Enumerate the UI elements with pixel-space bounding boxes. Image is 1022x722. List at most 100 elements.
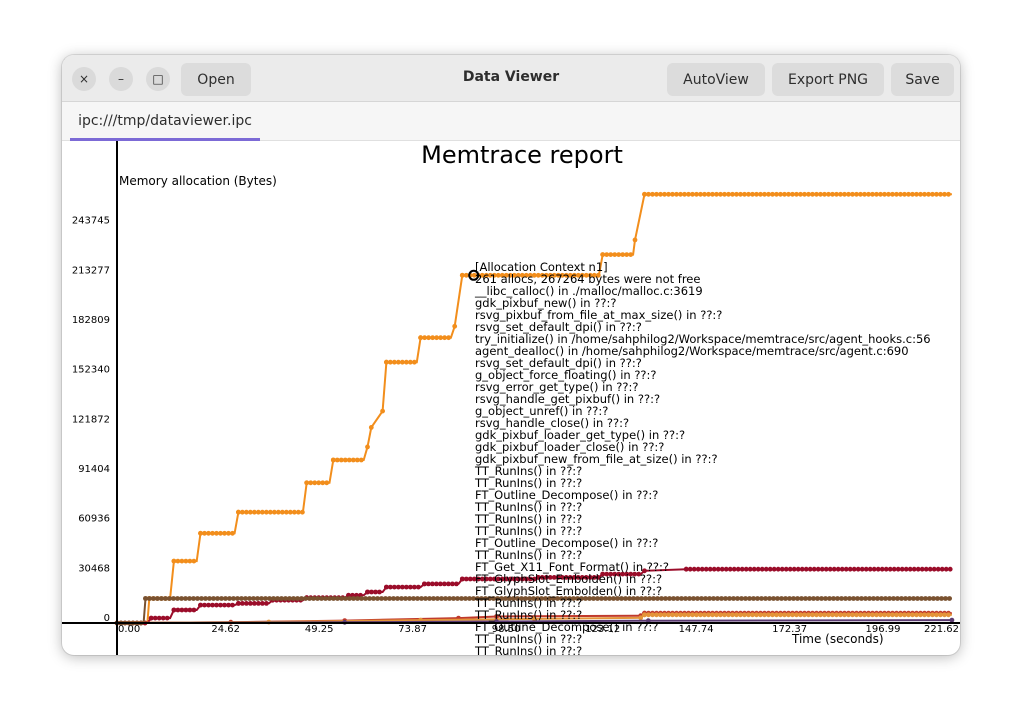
series-2-point [507, 576, 513, 582]
series-2-point [260, 601, 265, 606]
memtrace-chart[interactable]: 0 30468 60936 91404 121872 152340 182809 213277… [62, 141, 960, 655]
save-button[interactable]: Save [891, 63, 954, 96]
series-2-point [515, 576, 521, 582]
tooltip-line: FT_Get_X11_Font_Format() in ??:? [475, 560, 669, 574]
tab-ipc-source[interactable]: ipc:///tmp/dataviewer.ipc [70, 102, 260, 141]
series-1-point [175, 558, 181, 564]
tooltip-line: agent_dealloc() in /home/sahphilog2/Work… [475, 344, 909, 358]
series-3-point [443, 596, 448, 601]
series-1-point [368, 425, 374, 430]
series-1-point [276, 509, 281, 515]
series-1-point [430, 335, 435, 341]
series-5-point [774, 612, 779, 618]
series-3-point [703, 596, 708, 601]
series-2-point [467, 576, 473, 582]
series-5-point [858, 612, 863, 618]
series-1-point [252, 509, 257, 515]
series-1-point [256, 509, 261, 515]
series-5-point [846, 612, 851, 618]
series-3-point [403, 596, 408, 601]
series-1-point [866, 191, 871, 197]
series-3-point [211, 596, 216, 601]
export-png-button[interactable]: Export PNG [772, 63, 884, 96]
series-2-point [620, 571, 626, 577]
series-1-point [886, 191, 891, 197]
series-1-point [300, 509, 305, 515]
series-2-point [931, 566, 937, 572]
series-1-point [171, 558, 177, 564]
series-1-point [226, 530, 231, 536]
series-2-point [624, 571, 630, 577]
series-1-point [292, 509, 297, 515]
series-5-point [902, 612, 907, 618]
series-2-point [795, 566, 801, 572]
header-bar: × – □ Open Data Viewer AutoView Export P… [62, 55, 960, 102]
series-3-point [831, 596, 836, 601]
series-2-point [384, 584, 389, 590]
series-1-point [934, 191, 939, 197]
minimize-window-button[interactable]: – [109, 67, 133, 91]
series-3-point [843, 596, 848, 601]
series-3-point [543, 596, 548, 601]
series-3-point [763, 596, 768, 601]
series-3-point [711, 596, 716, 601]
close-window-button[interactable]: × [72, 67, 96, 91]
series-3-point [231, 596, 236, 601]
series-3-point [479, 596, 484, 601]
series-3-point [343, 596, 348, 601]
series-3-point [299, 596, 304, 601]
series-1-point [702, 191, 707, 197]
series-1-point [942, 191, 947, 197]
series-3-point [239, 596, 244, 601]
series-2-point [827, 566, 833, 572]
series-3-point [263, 596, 268, 601]
series-1-point [658, 191, 663, 197]
series-3-point [699, 596, 704, 601]
series-2-point [911, 566, 917, 572]
series-2-point [763, 566, 769, 572]
series-2-point [491, 576, 497, 582]
series-3-point [331, 596, 336, 601]
series-1-point [308, 480, 314, 486]
series-2-point [416, 584, 421, 590]
series-2-point [539, 575, 545, 580]
series-2-point [164, 615, 170, 621]
series-1-point [446, 335, 451, 341]
series-1-point [826, 191, 831, 197]
series-2-point [214, 602, 219, 608]
tooltip-line: TT_RunIns() in ??:? [474, 608, 582, 622]
series-6-point [645, 618, 651, 624]
series-1-point [858, 191, 863, 197]
series-2-point [735, 566, 741, 572]
series-3-point [795, 596, 800, 601]
series-2-point [438, 581, 443, 587]
open-button[interactable]: Open [181, 63, 251, 96]
series-5-point [532, 616, 537, 622]
series-3-point [547, 596, 552, 601]
series-2-point [616, 571, 622, 577]
series-3-point [503, 596, 508, 601]
series-1-point [662, 191, 667, 197]
series-2-point [450, 581, 455, 587]
series-3-point [719, 596, 724, 601]
series-1-point [230, 530, 235, 536]
series-3-point [287, 596, 292, 601]
series-3-point [259, 596, 264, 601]
x-tick-label: 147.74 [679, 624, 714, 635]
series-2-point [547, 575, 553, 580]
autoview-button[interactable]: AutoView [667, 63, 765, 96]
series-2-point [369, 589, 374, 595]
series-1-point [938, 191, 943, 197]
series-2-point [400, 584, 405, 590]
series-5-point [718, 612, 723, 618]
series-3-point [199, 596, 204, 601]
series-1-point [842, 191, 847, 197]
series-2-point [699, 566, 705, 572]
x-tick-label: 49.25 [305, 624, 334, 635]
series-3-point [923, 596, 928, 601]
series-1-point [280, 509, 285, 515]
series-1-point [264, 509, 269, 515]
tooltip-line: gdk_pixbuf_loader_close() in ??:? [475, 440, 664, 454]
series-1-point [722, 191, 727, 197]
maximize-window-button[interactable]: □ [146, 67, 170, 91]
